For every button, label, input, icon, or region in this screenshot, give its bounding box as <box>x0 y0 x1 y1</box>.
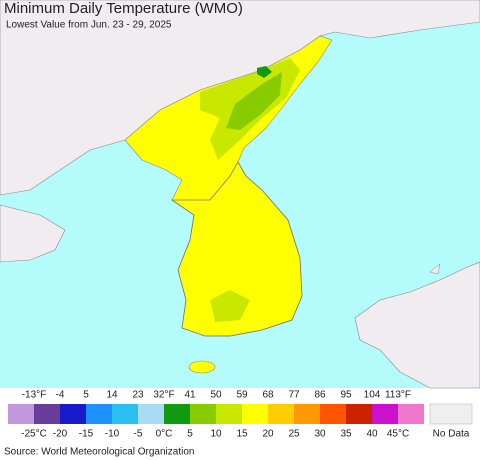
legend-label-c: -10 <box>105 429 120 440</box>
legend-label-c: 10 <box>210 429 222 440</box>
legend-swatch <box>60 404 86 424</box>
legend-label-f: 95 <box>340 390 352 401</box>
legend-label-f: 5 <box>83 390 89 401</box>
legend-swatch <box>372 404 398 424</box>
legend-label-c: -5 <box>134 429 143 440</box>
legend-label-c: 15 <box>236 429 248 440</box>
border <box>170 161 303 337</box>
legend-swatch <box>190 404 216 424</box>
subtitle: Lowest Value from Jun. 23 - 29, 2025 <box>6 20 172 31</box>
legend-label-f: 41 <box>184 390 196 401</box>
legend-label-f: 77 <box>288 390 300 401</box>
legend-label-c: 20 <box>262 429 274 440</box>
legend-label-f: 104 <box>364 390 381 401</box>
legend-label-f: 68 <box>262 390 274 401</box>
legend-label-c: 25 <box>288 429 300 440</box>
legend-swatch <box>398 404 424 424</box>
legend-label-f: 14 <box>106 390 118 401</box>
legend-swatch <box>268 404 294 424</box>
legend-swatch <box>8 404 34 424</box>
legend-swatch <box>320 404 346 424</box>
legend-swatch <box>138 404 164 424</box>
coldest-region <box>257 66 272 78</box>
land-west <box>0 204 66 263</box>
legend-swatch <box>346 404 372 424</box>
title: Minimum Daily Temperature (WMO) <box>4 0 243 17</box>
legend-label-f: 86 <box>314 390 326 401</box>
legend-label-f: 59 <box>236 390 248 401</box>
legend-label-f: -13°F <box>22 390 47 401</box>
legend-label-c: -15 <box>79 429 94 440</box>
legend-label-c: -20 <box>53 429 68 440</box>
legend-swatch <box>86 404 112 424</box>
legend-label-f: 23 <box>132 390 144 401</box>
legend-swatch <box>242 404 268 424</box>
land-japan <box>354 261 480 389</box>
legend-label-c: -25°C <box>21 429 47 440</box>
legend-label-f: 50 <box>210 390 222 401</box>
legend-swatch <box>216 404 242 424</box>
legend-label-f: -4 <box>56 390 65 401</box>
cooler-region <box>226 72 282 130</box>
legend-swatch <box>294 404 320 424</box>
legend-swatch <box>164 404 190 424</box>
legend-label-c: 45°C <box>387 429 409 440</box>
cool-region <box>210 290 250 322</box>
jeju <box>188 360 216 374</box>
legend-label-c: 40 <box>366 429 378 440</box>
legend-label-c: 30 <box>314 429 326 440</box>
map <box>0 0 480 389</box>
legend-label-c: 0°C <box>156 429 173 440</box>
legend-swatch <box>34 404 60 424</box>
legend-label-c: 5 <box>187 429 193 440</box>
legend-label-c: 35 <box>340 429 352 440</box>
no-data-swatch <box>429 403 473 425</box>
source: Source: World Meteorological Organizatio… <box>4 447 194 458</box>
legend-swatch <box>112 404 138 424</box>
legend-label-f: 32°F <box>153 390 174 401</box>
legend-label-f: 113°F <box>385 390 411 401</box>
no-data-label: No Data <box>433 429 470 440</box>
island <box>429 263 441 275</box>
